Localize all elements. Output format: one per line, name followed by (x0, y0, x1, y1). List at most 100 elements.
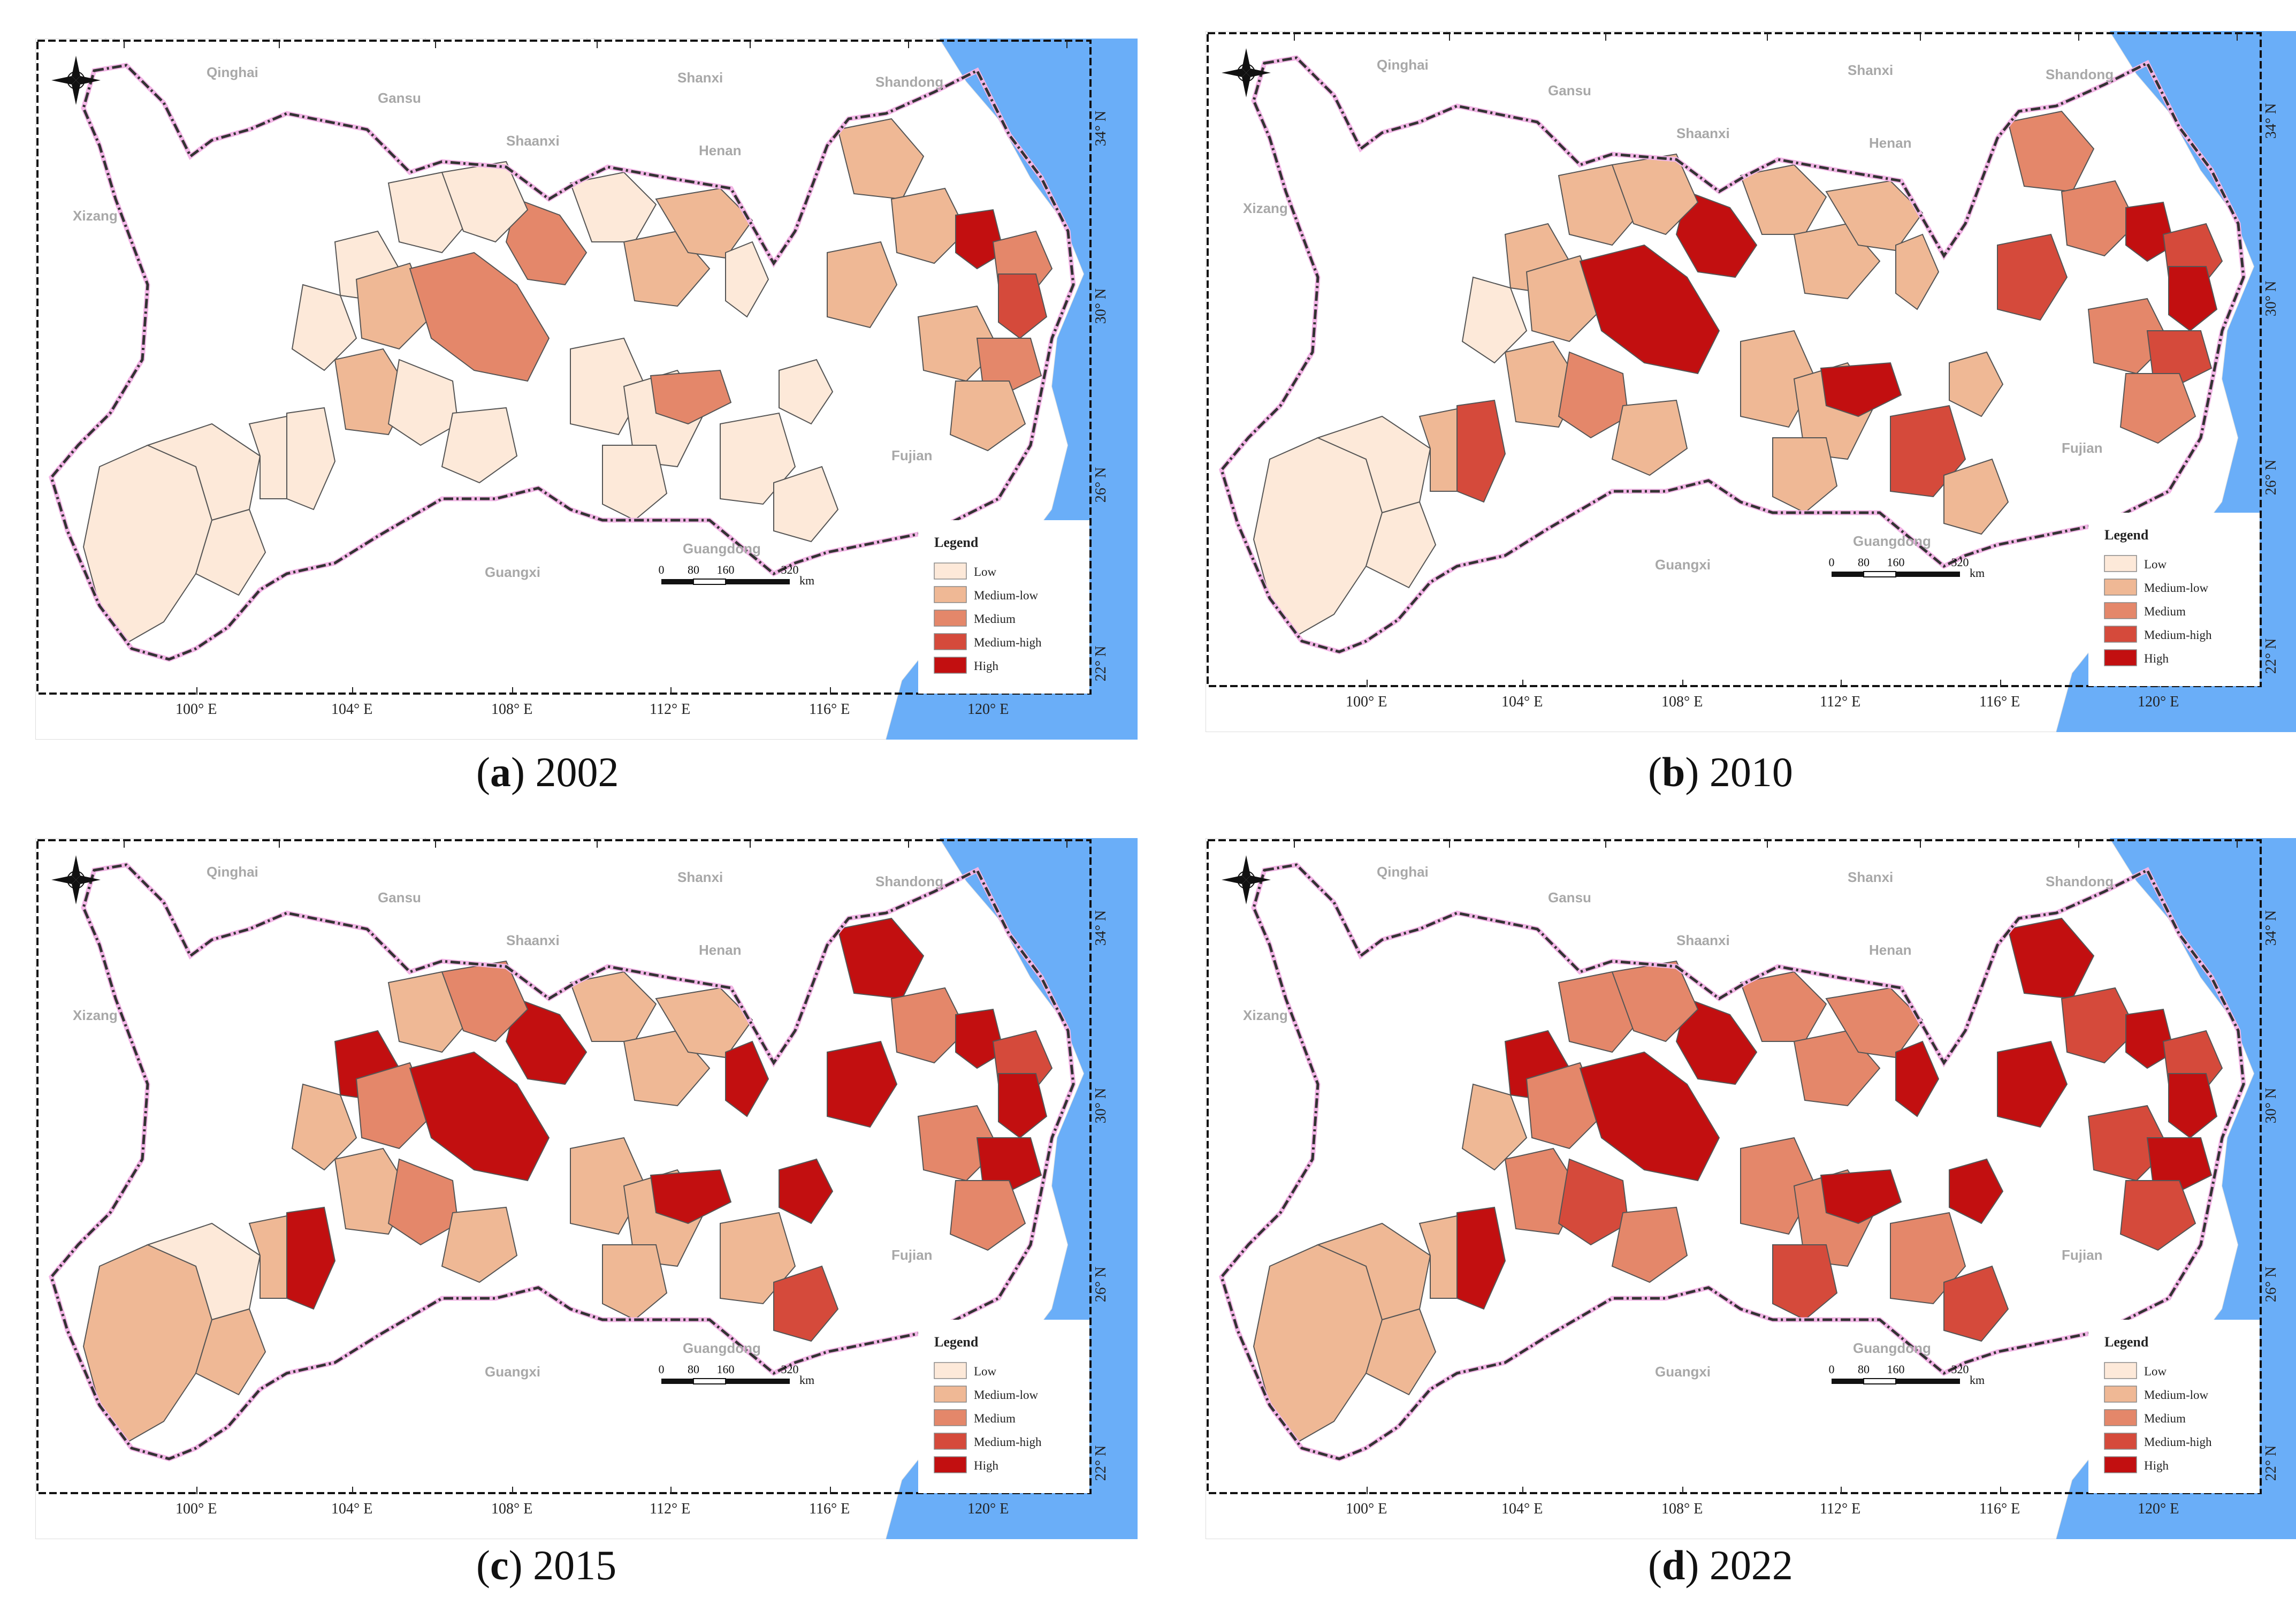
legend-label-3: Medium-high (974, 1435, 1042, 1449)
province-label-shandong: Shandong (2046, 66, 2114, 82)
scale-label-1: 80 (1858, 1363, 1870, 1376)
legend-swatch-3 (2104, 626, 2137, 643)
legend-label-2: Medium (974, 1412, 1016, 1425)
lat-tick-right-3: 22° N (1093, 646, 1109, 681)
province-label-gansu: Gansu (1548, 82, 1591, 98)
province-label-shaanxi: Shaanxi (506, 932, 560, 948)
legend-b: Legend Low Medium-low Medium Medium-high High (2088, 513, 2260, 686)
region-a-27 (890, 187, 967, 264)
lon-tick-bottom-0: 100° E (1346, 1501, 1387, 1517)
region-b-29 (2125, 201, 2175, 262)
lon-tick-bottom-5: 120° E (967, 701, 1009, 718)
province-label-guangdong: Guangdong (683, 1340, 761, 1356)
lon-tick-top-5: 116° E (887, 39, 928, 42)
caption-d: (d) 2022 (1648, 1542, 1793, 1588)
region-d-23 (1949, 1158, 2004, 1224)
region-d-22 (1820, 1169, 1902, 1224)
region-d-9 (1579, 1051, 1720, 1182)
region-a-6 (286, 407, 336, 511)
region-d-12 (1611, 960, 1699, 1042)
province-label-henan: Henan (699, 942, 741, 958)
north-arrow-icon (1222, 48, 1271, 97)
legend-label-4: High (974, 1459, 999, 1472)
study-area-halo-d (1218, 862, 2246, 1462)
region-d-10 (1675, 998, 1758, 1085)
province-label-guangxi: Guangxi (485, 564, 540, 580)
province-label-guangxi: Guangxi (485, 1364, 540, 1380)
region-d-29 (2125, 1008, 2175, 1069)
scale-label-0: 0 (1829, 556, 1835, 569)
region-d-15 (1740, 971, 1827, 1042)
lon-tick-top-4: 112° E (1899, 31, 1940, 35)
region-a-33 (976, 338, 1042, 393)
region-b-21 (1772, 437, 1838, 514)
region-a-5 (291, 284, 357, 371)
lat-tick-right-0: 34° N (2263, 910, 2279, 946)
scale-label-2: 160 (1887, 1363, 1905, 1376)
lon-tick-bottom-1: 104° E (331, 701, 372, 718)
region-d-6 (1456, 1206, 1506, 1310)
lat-tick-right-1: 30° N (1093, 288, 1109, 324)
scale-label-1: 80 (688, 1363, 699, 1376)
region-d-21 (1772, 1244, 1838, 1321)
lon-tick-bottom-3: 112° E (1820, 1501, 1860, 1517)
region-d-5 (1461, 1083, 1528, 1171)
lat-tick-right-2: 26° N (1093, 1267, 1109, 1302)
lon-tick-top-1: 100° E (258, 838, 299, 842)
region-a-12 (441, 161, 529, 243)
region-a-31 (998, 273, 1048, 339)
region-b-31 (2168, 266, 2218, 332)
province-label-shanxi: Shanxi (1848, 62, 1893, 78)
legend-swatch-0 (934, 562, 967, 580)
legend-swatch-0 (2104, 555, 2137, 572)
choropleth-map-b: Qinghai Gansu Shaanxi Shanxi Henan Shandong Xi… (1206, 31, 2296, 732)
legend-c: Legend Low Medium-low Medium Medium-high High (918, 1320, 1089, 1493)
map-panel-a: Qinghai Gansu Shaanxi Shanxi Henan Shandong Xi… (35, 39, 1138, 740)
legend-label-3: Medium-high (2144, 628, 2212, 642)
region-c-12 (441, 960, 529, 1042)
study-area-halo-a (48, 63, 1076, 662)
region-c-13 (387, 1158, 459, 1246)
province-label-guangdong: Guangdong (683, 541, 761, 557)
province-label-guangdong: Guangdong (1853, 1340, 1931, 1356)
lon-tick-top-0: 96° E (103, 39, 136, 42)
lon-tick-bottom-5: 120° E (2138, 1501, 2179, 1517)
region-a-8 (355, 262, 432, 350)
province-label-shaanxi: Shaanxi (1676, 932, 1730, 948)
legend-label-1: Medium-low (2144, 1388, 2208, 1402)
region-d-13 (1558, 1158, 1629, 1246)
lon-tick-bottom-4: 116° E (809, 1501, 850, 1517)
lon-tick-top-6: 120° E (2216, 31, 2257, 35)
lon-tick-top-2: 104° E (1584, 838, 1626, 842)
province-label-qinghai: Qinghai (207, 864, 258, 880)
legend-label-2: Medium (974, 612, 1016, 626)
lon-tick-bottom-3: 112° E (650, 701, 690, 718)
region-b-6 (1456, 399, 1506, 503)
region-b-2 (1365, 501, 1437, 589)
region-b-34 (2119, 373, 2196, 444)
scale-label-2: 160 (717, 563, 735, 576)
region-b-23 (1949, 351, 2004, 417)
lon-tick-bottom-2: 108° E (1661, 694, 1703, 710)
legend-swatch-4 (934, 657, 967, 674)
province-label-henan: Henan (699, 142, 741, 158)
lat-tick-right-0: 34° N (1093, 910, 1109, 946)
lon-tick-top-5: 116° E (2057, 838, 2098, 842)
region-c-25 (773, 1265, 839, 1342)
scale-unit: km (799, 1373, 814, 1387)
province-label-fujian: Fujian (2062, 1247, 2103, 1263)
province-label-fujian: Fujian (891, 1247, 933, 1263)
map-frame-a (36, 40, 1092, 695)
region-a-34 (949, 381, 1026, 452)
study-area-halo-b (1218, 55, 2246, 655)
lon-tick-top-6: 120° E (1046, 838, 1087, 842)
lon-tick-top-0: 96° E (103, 838, 136, 842)
lon-tick-bottom-1: 104° E (1501, 694, 1543, 710)
lat-tick-right-2: 26° N (2263, 1267, 2279, 1302)
scale-label-2: 160 (1887, 556, 1905, 569)
region-b-14 (1611, 399, 1688, 476)
legend-swatch-1 (2104, 1386, 2137, 1403)
